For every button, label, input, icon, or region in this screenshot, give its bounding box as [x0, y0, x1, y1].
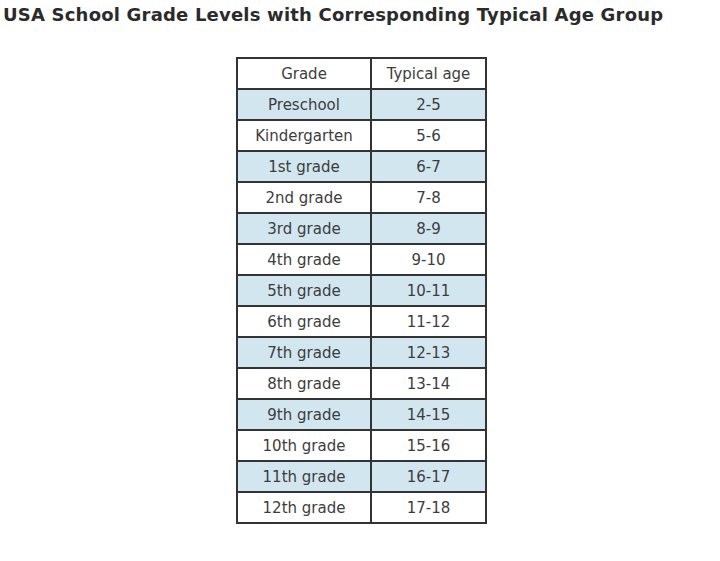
table-row: Kindergarten 5-6 — [237, 120, 486, 151]
age-cell: 8-9 — [371, 213, 486, 244]
table-row: 4th grade 9-10 — [237, 244, 486, 275]
grade-cell: 3rd grade — [237, 213, 371, 244]
table-row: 5th grade 10-11 — [237, 275, 486, 306]
grade-cell: 2nd grade — [237, 182, 371, 213]
table-row: 1st grade 6-7 — [237, 151, 486, 182]
age-cell: 5-6 — [371, 120, 486, 151]
grade-cell: 9th grade — [237, 399, 371, 430]
grade-cell: 1st grade — [237, 151, 371, 182]
grade-cell: 5th grade — [237, 275, 371, 306]
grade-cell: 12th grade — [237, 492, 371, 523]
age-cell: 11-12 — [371, 306, 486, 337]
table-row: 3rd grade 8-9 — [237, 213, 486, 244]
table-row: Preschool 2-5 — [237, 89, 486, 120]
age-cell: 2-5 — [371, 89, 486, 120]
table-row: 12th grade 17-18 — [237, 492, 486, 523]
age-cell: 10-11 — [371, 275, 486, 306]
grade-cell: 7th grade — [237, 337, 371, 368]
table-row: 11th grade 16-17 — [237, 461, 486, 492]
grade-cell: 4th grade — [237, 244, 371, 275]
age-cell: 6-7 — [371, 151, 486, 182]
age-cell: 14-15 — [371, 399, 486, 430]
age-column-header: Typical age — [371, 58, 486, 89]
age-cell: 16-17 — [371, 461, 486, 492]
grade-cell: Kindergarten — [237, 120, 371, 151]
table-row: 6th grade 11-12 — [237, 306, 486, 337]
page-title: USA School Grade Levels with Correspondi… — [3, 4, 663, 25]
table-row: 9th grade 14-15 — [237, 399, 486, 430]
table-body: Preschool 2-5 Kindergarten 5-6 1st grade… — [237, 89, 486, 523]
grade-cell: 11th grade — [237, 461, 371, 492]
age-cell: 7-8 — [371, 182, 486, 213]
grade-age-table: Grade Typical age Preschool 2-5 Kinderga… — [236, 57, 487, 524]
header-row: Grade Typical age — [237, 58, 486, 89]
age-cell: 15-16 — [371, 430, 486, 461]
age-cell: 13-14 — [371, 368, 486, 399]
age-cell: 12-13 — [371, 337, 486, 368]
grade-cell: Preschool — [237, 89, 371, 120]
grade-column-header: Grade — [237, 58, 371, 89]
grade-cell: 10th grade — [237, 430, 371, 461]
grade-cell: 8th grade — [237, 368, 371, 399]
age-cell: 9-10 — [371, 244, 486, 275]
table-row: 2nd grade 7-8 — [237, 182, 486, 213]
grade-cell: 6th grade — [237, 306, 371, 337]
table-row: 10th grade 15-16 — [237, 430, 486, 461]
table-header: Grade Typical age — [237, 58, 486, 89]
age-cell: 17-18 — [371, 492, 486, 523]
table-row: 8th grade 13-14 — [237, 368, 486, 399]
table-row: 7th grade 12-13 — [237, 337, 486, 368]
